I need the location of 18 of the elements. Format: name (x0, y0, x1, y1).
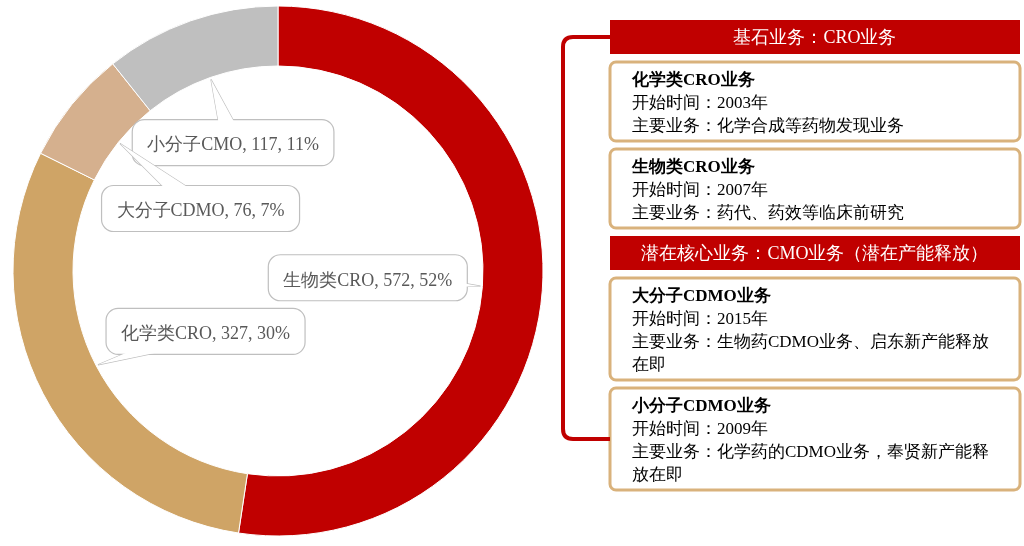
text: 小分子CDMO业务 (631, 396, 771, 415)
text: 开始时间：2003年 (632, 93, 768, 112)
slice-label: 小分子CMO, 117, 11% (147, 134, 319, 155)
text: 潜在核心业务：CMO业务（潜在产能释放） (641, 243, 989, 263)
slice-label: 化学类CRO, 327, 30% (121, 323, 291, 344)
text: 主要业务：生物药CDMO业务、启东新产能释放在即 (632, 332, 990, 374)
text: 基石业务：CRO业务 (733, 27, 897, 47)
text: 主要业务：化学合成等药物发现业务 (632, 116, 904, 135)
text: 化学类CRO业务 (631, 70, 755, 89)
text: 主要业务：化学药的CDMO业务，奉贤新产能释放在即 (632, 442, 990, 484)
slice-label: 生物类CRO, 572, 52% (283, 269, 453, 290)
text: 生物类CRO业务 (631, 157, 755, 176)
text: 大分子CDMO业务 (632, 286, 771, 305)
text: 开始时间：2009年 (632, 419, 768, 438)
text: 开始时间：2007年 (632, 180, 768, 199)
slice-label: 大分子CDMO, 76, 7% (116, 200, 285, 221)
text: 开始时间：2015年 (632, 309, 768, 328)
text: 主要业务：药代、药效等临床前研究 (632, 203, 904, 222)
